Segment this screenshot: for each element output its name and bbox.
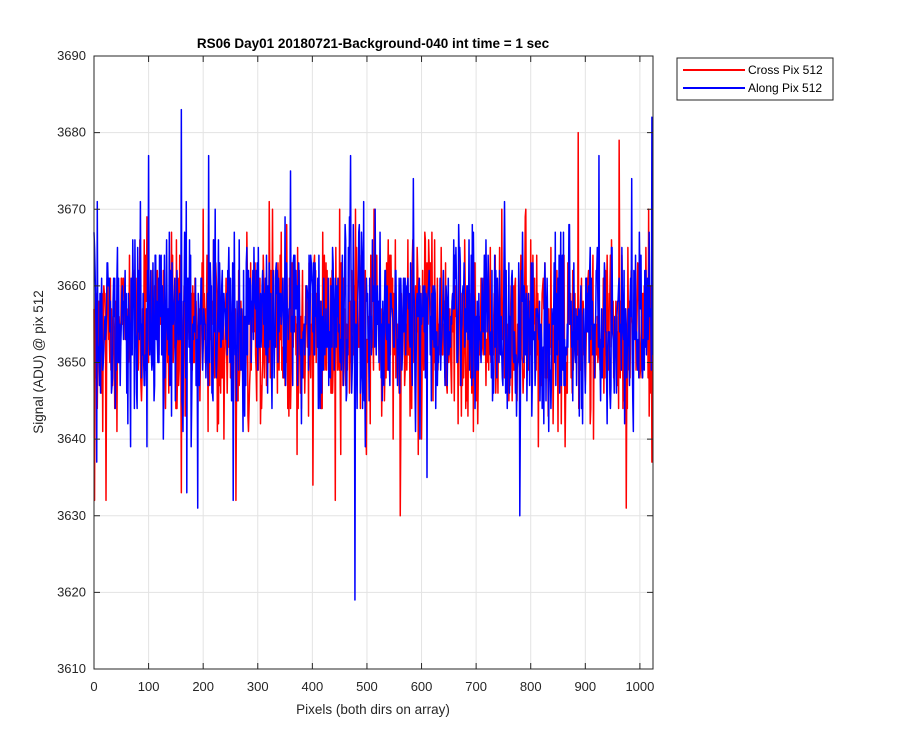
series-line-along (93, 108, 654, 601)
legend: Cross Pix 512 Along Pix 512 (676, 57, 834, 101)
y-tick-label: 3660 (57, 278, 86, 293)
x-tick-label: 700 (465, 679, 487, 694)
y-tick-label: 3650 (57, 355, 86, 370)
legend-label-along: Along Pix 512 (748, 81, 822, 95)
y-tick-label: 3620 (57, 584, 86, 599)
ticks: 0 100 200 300 400 500 600 700 800 900 1000 3610 3620… (57, 48, 654, 694)
y-axis-label: Signal (ADU) @ pix 512 (31, 290, 46, 434)
x-tick-label: 900 (574, 679, 596, 694)
x-tick-label: 800 (520, 679, 542, 694)
x-tick-label: 1000 (625, 679, 654, 694)
x-tick-label: 100 (138, 679, 160, 694)
x-tick-label: 200 (192, 679, 214, 694)
chart-title: RS06 Day01 20180721-Background-040 int t… (197, 36, 550, 51)
y-tick-label: 3630 (57, 508, 86, 523)
x-tick-label: 500 (356, 679, 378, 694)
y-tick-label: 3610 (57, 661, 86, 676)
legend-label-cross: Cross Pix 512 (748, 63, 823, 77)
x-tick-label: 0 (90, 679, 97, 694)
y-tick-label: 3670 (57, 201, 86, 216)
x-axis-label: Pixels (both dirs on array) (296, 702, 450, 717)
x-tick-label: 300 (247, 679, 269, 694)
y-tick-label: 3680 (57, 125, 86, 140)
y-tick-label: 3640 (57, 431, 86, 446)
x-tick-label: 600 (411, 679, 433, 694)
y-tick-label: 3690 (57, 48, 86, 63)
series-layer (93, 108, 654, 601)
legend-box (676, 57, 834, 101)
x-tick-label: 400 (302, 679, 324, 694)
